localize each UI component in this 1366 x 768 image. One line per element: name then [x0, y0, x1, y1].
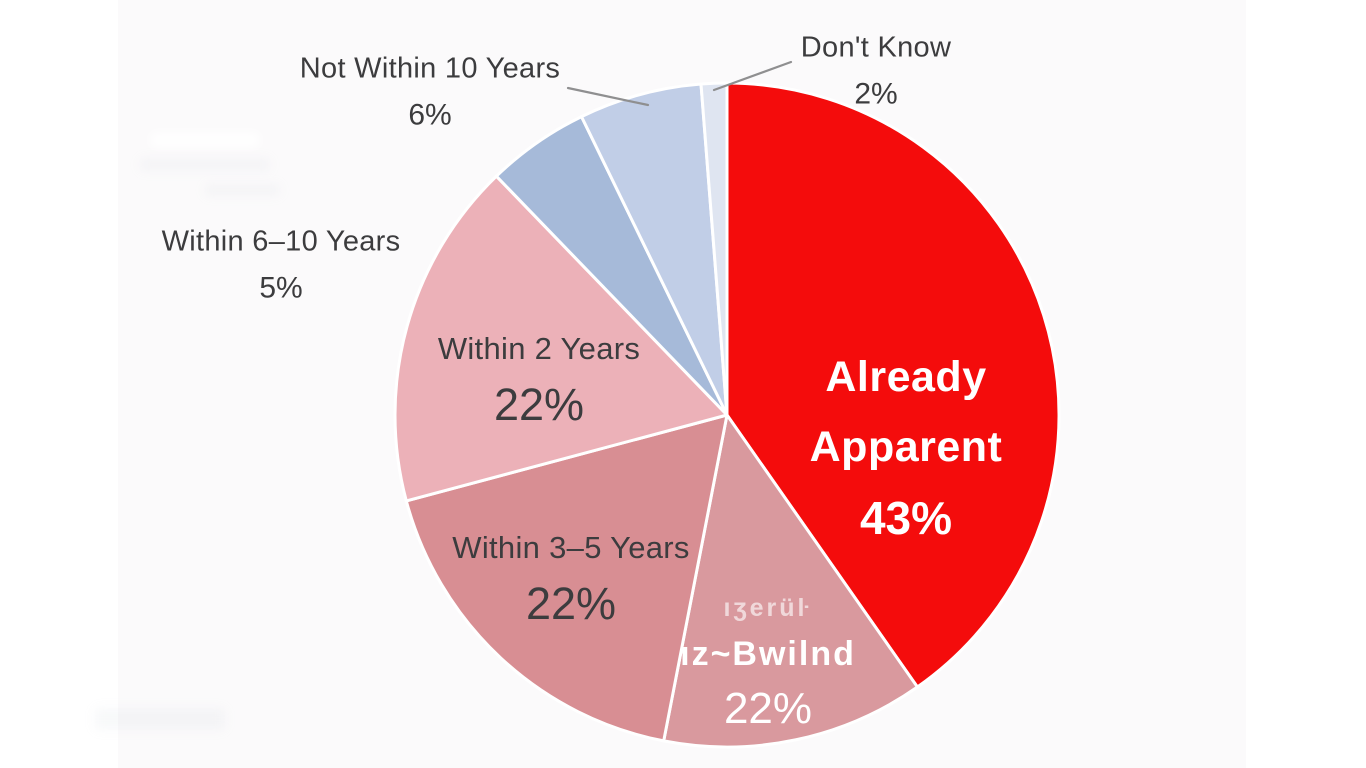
- slice-label-text: Don't Know: [800, 31, 952, 64]
- label-dont-know: Don't Know 2%: [801, 25, 951, 118]
- pie-slice-within-2-years: [393, 174, 729, 503]
- label-within-2-years: Within 2 Years 22%: [438, 323, 640, 435]
- slice-percent-text: 43%: [859, 492, 953, 544]
- pie-slice-already-apparent: [725, 81, 1061, 689]
- background-smudge-artifact: [205, 184, 280, 196]
- label-within-6-10-years: Within 6–10 Years 5%: [162, 219, 401, 312]
- pie-slice-dont-know: [699, 81, 729, 417]
- label-within-3-5-years: Within 3–5 Years 22%: [452, 522, 689, 634]
- slice-percent-text: 22%: [525, 578, 617, 629]
- label-artifact-slice: ıʒerüŀ ız~Bwilnd 22%: [680, 588, 856, 738]
- background-smudge-artifact: [95, 708, 225, 730]
- background-smudge-artifact: [140, 158, 270, 171]
- left-margin-strip: [0, 0, 118, 768]
- slice-label-text: Not Within 10 Years: [299, 52, 561, 85]
- slice-percent-text: 22%: [723, 684, 813, 733]
- background-smudge-artifact: [150, 132, 260, 148]
- slice-label-text: Apparent: [809, 423, 1003, 471]
- right-margin-strip: [1246, 0, 1366, 768]
- slice-label-text: Within 3–5 Years: [452, 530, 690, 565]
- garbled-text-artifact: ız~Bwilnd: [680, 635, 856, 673]
- leader-line-dont-know: [712, 60, 793, 92]
- slice-label-text: Within 6–10 Years: [161, 225, 401, 258]
- slice-percent-text: 22%: [493, 379, 585, 430]
- slice-percent-text: 5%: [259, 271, 303, 305]
- slice-label-text: Already: [825, 353, 987, 401]
- label-not-within-10-years: Not Within 10 Years 6%: [300, 46, 560, 139]
- pie-slice-within-3-5-years: [404, 413, 729, 743]
- slice-label-text: Within 2 Years: [437, 331, 641, 366]
- slice-percent-text: 2%: [854, 77, 898, 111]
- label-already-apparent: Already Apparent 43%: [810, 342, 1003, 554]
- leader-line-not-within-10-years: [566, 86, 650, 107]
- pie-slice-unlabeled-artifact: [662, 413, 919, 749]
- pie-slice-not-within-10-years: [580, 82, 729, 417]
- slice-percent-text: 6%: [408, 98, 452, 132]
- garbled-text-artifact: ıʒerüŀ: [723, 594, 813, 622]
